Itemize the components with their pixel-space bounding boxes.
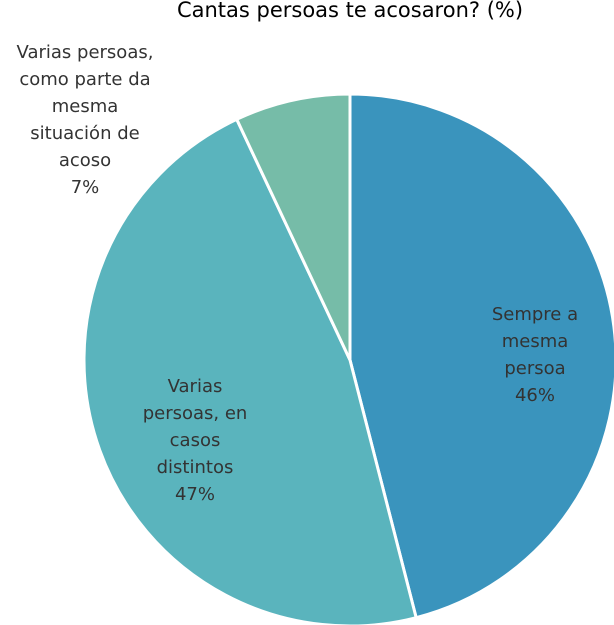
- slice-label: Sempre a mesma persoa 46%: [475, 301, 595, 409]
- value-label: 7%: [70, 177, 100, 198]
- value-label: 47%: [174, 483, 215, 505]
- category-label: Varias persoas, como parte da mesma situ…: [16, 42, 154, 171]
- slice-label: Varias persoas, en casos distintos 47%: [130, 373, 260, 508]
- pie-slice: [234, 92, 352, 361]
- slice-label: Varias persoas, como parte da mesma situ…: [15, 39, 155, 201]
- category-label: Varias persoas, en casos distintos: [142, 375, 248, 478]
- pie-slice: [82, 117, 418, 625]
- value-label: 46%: [514, 385, 555, 406]
- chart-title: Cantas persoas te acosaron? (%): [176, 0, 524, 22]
- category-label: Sempre a mesma persoa: [491, 304, 579, 379]
